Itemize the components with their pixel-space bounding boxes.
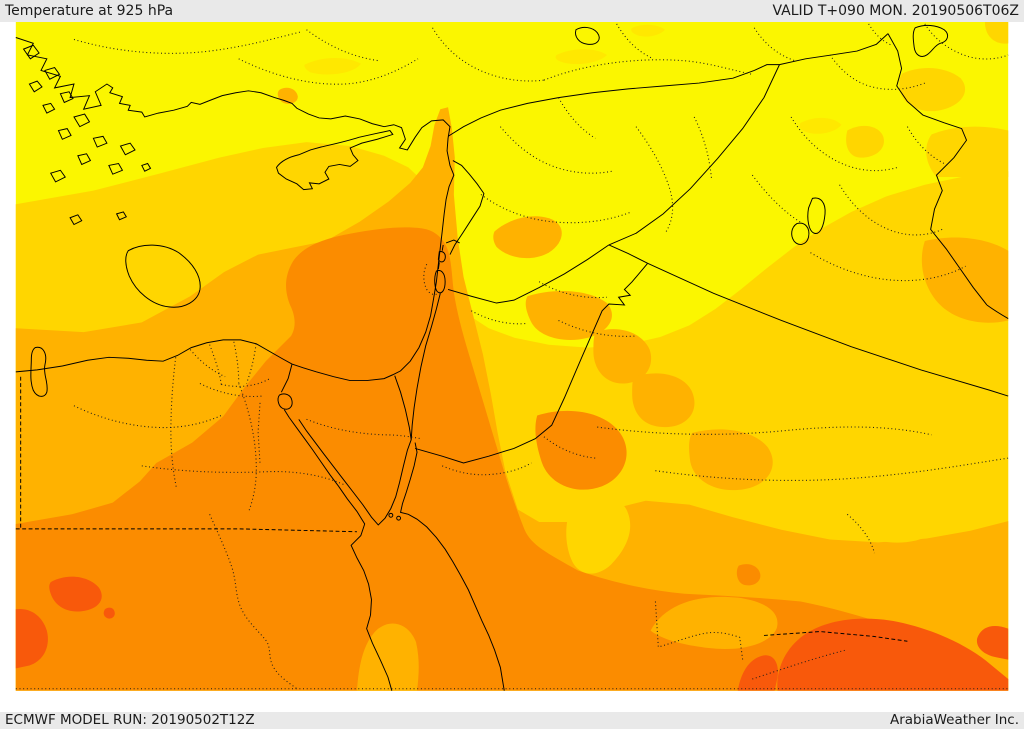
valid-time-label: VALID T+090 MON. 20190506T06Z bbox=[772, 3, 1019, 19]
header-bar: Temperature at 925 hPa VALID T+090 MON. … bbox=[0, 0, 1024, 22]
border-jordan-saudi bbox=[414, 262, 649, 464]
lake-tuz bbox=[575, 26, 600, 45]
border-saudi-admin-dashed bbox=[763, 631, 908, 642]
border-iraq-saudi bbox=[647, 262, 1009, 397]
temp-golden-patch-saudi-1 bbox=[566, 494, 631, 574]
temp-amber-blob-jordan-2 bbox=[593, 329, 652, 384]
border-turkey-iraq bbox=[779, 33, 889, 66]
temp-red-blob-se-main bbox=[777, 618, 1009, 691]
admin-syria-1 bbox=[499, 126, 612, 174]
border-egypt-sudan-dashed bbox=[15, 528, 357, 533]
temp-amber-patch-saudi-mid bbox=[650, 596, 778, 650]
suez-canal bbox=[280, 363, 293, 418]
attribution-label: ArabiaWeather Inc. bbox=[889, 712, 1019, 728]
dead-sea bbox=[434, 270, 446, 294]
admin-boundaries bbox=[15, 23, 1009, 690]
admin-saudi-3 bbox=[846, 513, 875, 554]
model-run-label: ECMWF MODEL RUN: 20190502T12Z bbox=[5, 712, 255, 728]
admin-egypt-delta-5 bbox=[221, 378, 270, 387]
temperature-field bbox=[15, 22, 1009, 691]
admin-iraq-5 bbox=[810, 252, 966, 282]
admin-turkey-2 bbox=[238, 58, 419, 85]
temp-orange-blob-sjordan bbox=[535, 410, 627, 490]
admin-egypt-west bbox=[170, 357, 178, 490]
temp-deep-yellow-patch-1 bbox=[304, 57, 361, 75]
temp-amber-blob-iraq-east bbox=[921, 237, 1009, 323]
temp-orange-blob-small-1 bbox=[736, 564, 761, 586]
persian-gulf-coast bbox=[986, 304, 1009, 319]
temp-golden-patch-ne-4 bbox=[984, 22, 1009, 44]
lake-van bbox=[912, 24, 949, 57]
admin-egypt-sw bbox=[73, 405, 222, 429]
border-syria-jordan bbox=[447, 244, 610, 304]
temp-red-blob-sw-2 bbox=[15, 608, 48, 669]
admin-egypt-delta-2 bbox=[233, 341, 240, 383]
weather-map bbox=[15, 22, 1009, 691]
island-karpathos bbox=[30, 346, 48, 397]
lakes bbox=[277, 24, 949, 410]
temp-red-blob-sw-1 bbox=[49, 576, 102, 612]
admin-egypt-delta-4 bbox=[189, 349, 226, 378]
border-turkey-syria bbox=[447, 64, 780, 137]
map-title: Temperature at 925 hPa bbox=[5, 3, 174, 19]
temp-golden-patch-ne-2 bbox=[846, 125, 884, 158]
temp-amber-blob-syria-south bbox=[493, 216, 562, 259]
temp-deep-yellow-patch-4 bbox=[799, 117, 842, 134]
lake-tharthar bbox=[807, 197, 826, 234]
coastline-mediterranean bbox=[15, 37, 455, 382]
border-israel-jordan bbox=[410, 244, 444, 440]
island-rhodes bbox=[125, 244, 201, 308]
border-jordan-iraq bbox=[608, 244, 648, 264]
coastlines bbox=[15, 37, 1009, 691]
admin-saudi-4 bbox=[654, 601, 744, 660]
gulf-of-aqaba-east-and-saudi-red-sea-coast bbox=[399, 442, 505, 691]
admin-iraq-1 bbox=[790, 116, 898, 172]
temp-orange-main bbox=[15, 227, 1009, 691]
temp-amber-blob-jordan-1 bbox=[525, 290, 612, 341]
admin-turkey-5 bbox=[543, 59, 753, 81]
temp-golden-patch-ne-3 bbox=[926, 126, 1009, 178]
admin-egypt-delta-3 bbox=[245, 343, 257, 384]
island-cyprus bbox=[275, 130, 394, 191]
admin-iraq-3 bbox=[906, 126, 949, 166]
temp-deep-yellow-patch-3 bbox=[631, 24, 666, 37]
admin-jordan-2 bbox=[558, 320, 637, 337]
admin-turkey-9 bbox=[868, 23, 893, 46]
admin-iraq-2 bbox=[839, 184, 945, 236]
admin-turkey-6 bbox=[616, 23, 654, 60]
country-borders bbox=[394, 33, 1009, 464]
temp-red-finger-south bbox=[737, 655, 778, 691]
temp-golden-patch-saudi-2 bbox=[842, 497, 939, 543]
border-syria-iraq bbox=[608, 64, 780, 246]
tiran-islands bbox=[388, 512, 402, 521]
temp-red-blob-se-edge bbox=[976, 625, 1009, 660]
sinai-east-coast-and-gulf-of-aqaba-west bbox=[298, 419, 412, 526]
border-iran-iraq bbox=[887, 33, 988, 306]
admin-saudi-1 bbox=[597, 426, 932, 436]
bitter-lakes bbox=[277, 393, 293, 410]
aegean-islands bbox=[22, 44, 152, 226]
footer-bar: ECMWF MODEL RUN: 20190502T12Z ArabiaWeat… bbox=[0, 712, 1024, 729]
border-israel-egypt bbox=[394, 375, 412, 440]
admin-syria-4 bbox=[693, 116, 713, 181]
temp-golden-patch-ne-1 bbox=[899, 67, 966, 112]
dashed-borders bbox=[15, 376, 908, 642]
admin-west-bank bbox=[423, 264, 441, 295]
sea-of-galilee bbox=[437, 251, 446, 263]
admin-syria-3 bbox=[635, 126, 674, 234]
temp-amber-patch-redsea-coast bbox=[356, 623, 419, 691]
temp-deep-yellow-patch-2 bbox=[555, 49, 607, 65]
admin-saudi-5 bbox=[752, 649, 847, 680]
temp-red-dot-sw bbox=[103, 607, 115, 619]
gulf-of-suez-west-and-red-sea-west-coast bbox=[288, 417, 393, 691]
admin-turkey-7 bbox=[753, 27, 796, 62]
admin-turkey-1 bbox=[73, 31, 302, 54]
temp-amber-blob-saudi-1 bbox=[689, 429, 773, 491]
temp-amber-blob-jordan-3 bbox=[632, 373, 695, 428]
border-israel-lebanon bbox=[445, 239, 460, 244]
lake-razzaza bbox=[791, 222, 810, 245]
border-lebanon-syria bbox=[449, 160, 485, 255]
